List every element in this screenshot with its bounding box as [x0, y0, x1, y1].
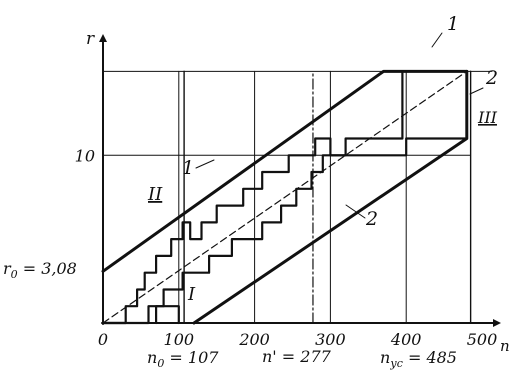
curve-2-leader-upper	[469, 87, 484, 95]
axes-layer	[99, 34, 501, 327]
nuc-annotation: nус = 485	[380, 348, 457, 370]
r0-symbol: r	[3, 259, 12, 278]
nuc-value: = 485	[403, 348, 457, 367]
y-axis-symbol: r	[86, 29, 95, 49]
series-step-4	[101, 137, 468, 325]
n0-symbol: n	[147, 348, 157, 367]
series-dashed-2	[102, 70, 468, 324]
curve-1-leader-inner	[195, 159, 215, 169]
x-axis-symbol: n	[500, 337, 510, 355]
x-tick-label-0: 0	[98, 330, 108, 349]
x-tick-label-200: 200	[238, 330, 270, 349]
r0-subscript: 0	[11, 268, 18, 281]
x-tick-label-400: 400	[390, 330, 422, 349]
n0-annotation: n0 = 107	[147, 348, 219, 370]
annotation-layer: r n 1 1 2 2 II I III r0 = 3,08 n0 = 107 …	[3, 13, 510, 370]
region-I-label: I	[187, 284, 196, 305]
x-tick-label-500: 500	[467, 330, 498, 349]
curve-2-leader-inner	[345, 204, 366, 219]
nuc-symbol: n	[380, 348, 390, 367]
curve-2-label-upper: 2	[485, 67, 498, 89]
tick-label-layer: 0 100 200 300 400 500 10	[75, 146, 498, 349]
series-step-3	[101, 70, 468, 325]
nprime-annotation: n' = 277	[262, 347, 332, 366]
series-step-5	[155, 305, 180, 325]
curve-2-label-inner: 2	[365, 208, 378, 230]
r0-value: = 3,08	[18, 259, 77, 278]
region-II-label: II	[147, 184, 163, 205]
n0-value: = 107	[164, 348, 219, 367]
r0-annotation: r0 = 3,08	[3, 259, 77, 281]
series-layer	[101, 69, 469, 325]
curve-1-label-upper: 1	[447, 13, 459, 35]
curve-1-leader-upper	[431, 32, 443, 48]
y-tick-label-10: 10	[75, 146, 95, 165]
x-tick-label-100: 100	[164, 330, 195, 349]
nuc-subscript: ус	[389, 357, 403, 370]
n0-subscript: 0	[157, 357, 164, 370]
curve-1-label-inner: 1	[182, 157, 194, 179]
region-III-label: III	[477, 108, 498, 127]
x-tick-label-300: 300	[315, 330, 346, 349]
reference-lines-layer	[183, 70, 472, 324]
